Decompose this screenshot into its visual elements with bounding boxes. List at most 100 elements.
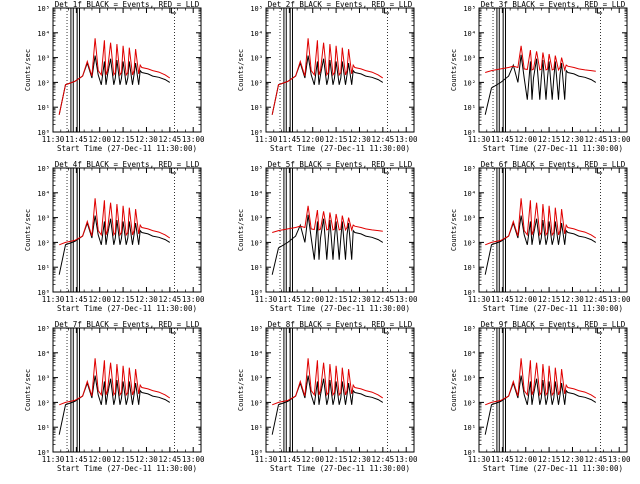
panel-title: Det 3f BLACK = Events, RED = LLD	[481, 0, 626, 9]
y-tick-label: 10³	[463, 55, 476, 63]
bracket-mark	[170, 8, 177, 14]
bracket-mark	[383, 8, 390, 14]
y-tick-label: 10²	[250, 239, 263, 247]
y-tick-label: 10⁰	[250, 449, 263, 457]
panel-title: Det 2f BLACK = Events, RED = LLD	[268, 0, 413, 9]
y-tick-label: 10¹	[37, 264, 50, 272]
y-axis-label: Counts/sec	[24, 49, 32, 91]
y-tick-label: 10³	[37, 215, 50, 223]
series-line-events	[484, 375, 597, 435]
series-line-lld	[271, 38, 384, 115]
x-tick-label: 11:45	[278, 295, 301, 304]
y-tick-label: 10¹	[37, 104, 50, 112]
y-tick-label: 10⁵	[463, 5, 476, 13]
x-tick-label: 12:30	[348, 135, 371, 144]
y-axis-label: Counts/sec	[450, 49, 458, 91]
y-tick-label: 10⁴	[463, 350, 476, 358]
bracket-mark	[170, 168, 177, 174]
x-tick-label: 11:30	[468, 295, 491, 304]
x-tick-label: 11:45	[491, 135, 514, 144]
x-tick-label: 13:00	[182, 295, 205, 304]
series-line-lld	[59, 358, 171, 406]
x-tick-label: 12:45	[159, 295, 182, 304]
y-tick-label: 10⁴	[37, 30, 50, 38]
y-tick-label: 10²	[250, 79, 263, 87]
y-axis-label: Counts/sec	[450, 369, 458, 411]
x-tick-label: 12:45	[585, 135, 608, 144]
x-tick-label: 11:30	[42, 295, 65, 304]
series-line-lld	[272, 205, 383, 233]
x-tick-label: 12:00	[301, 295, 324, 304]
y-tick-label: 10¹	[250, 264, 263, 272]
y-tick-label: 10³	[463, 375, 476, 383]
y-tick-label: 10²	[463, 239, 476, 247]
x-tick-label: 11:30	[42, 455, 65, 464]
plot-frame	[52, 7, 202, 133]
x-tick-label: 11:45	[65, 455, 88, 464]
x-tick-label: 12:00	[301, 455, 324, 464]
series-line-events	[484, 54, 597, 115]
x-tick-label: 12:30	[561, 295, 584, 304]
y-axis-label: Counts/sec	[24, 369, 32, 411]
panel-title: Det 8f BLACK = Events, RED = LLD	[268, 320, 413, 329]
y-tick-label: 10¹	[37, 424, 50, 432]
x-tick-label: 11:45	[278, 455, 301, 464]
x-tick-label: 12:00	[514, 295, 537, 304]
bracket-mark	[170, 328, 177, 334]
x-tick-label: 11:30	[255, 295, 278, 304]
x-tick-label: 11:30	[468, 135, 491, 144]
y-tick-label: 10⁵	[37, 5, 50, 13]
x-tick-label: 11:45	[65, 135, 88, 144]
x-tick-label: 12:00	[301, 135, 324, 144]
y-tick-label: 10⁵	[37, 325, 50, 333]
series-line-events	[58, 215, 171, 275]
x-tick-label: 12:30	[135, 135, 158, 144]
x-axis-label: Start Time (27-Dec-11 11:30:00)	[270, 304, 410, 313]
y-axis-label: Counts/sec	[450, 209, 458, 251]
x-tick-label: 12:45	[372, 295, 395, 304]
x-tick-label: 12:00	[514, 135, 537, 144]
y-tick-label: 10¹	[250, 424, 263, 432]
y-tick-label: 10⁵	[37, 165, 50, 173]
x-tick-label: 12:15	[325, 455, 348, 464]
x-tick-label: 12:15	[538, 135, 561, 144]
plot-frame	[52, 327, 202, 453]
y-tick-label: 10⁴	[37, 190, 50, 198]
y-tick-label: 10⁰	[463, 129, 476, 137]
panel-title: Det 7f BLACK = Events, RED = LLD	[55, 320, 200, 329]
x-tick-label: 12:30	[348, 295, 371, 304]
y-axis-label: Counts/sec	[237, 49, 245, 91]
x-tick-label: 12:45	[159, 455, 182, 464]
x-tick-label: 13:00	[608, 455, 631, 464]
y-tick-label: 10⁰	[37, 289, 50, 297]
y-tick-label: 10³	[250, 215, 263, 223]
x-tick-label: 12:30	[348, 455, 371, 464]
plot-frame	[52, 167, 202, 293]
x-tick-label: 12:30	[561, 455, 584, 464]
plot-frame	[478, 327, 628, 453]
x-tick-label: 12:30	[135, 455, 158, 464]
y-tick-label: 10³	[250, 375, 263, 383]
y-tick-label: 10³	[37, 375, 50, 383]
y-tick-label: 10²	[37, 239, 50, 247]
x-tick-label: 12:00	[88, 455, 111, 464]
bracket-mark	[596, 8, 603, 14]
panel-title: Det 1f BLACK = Events, RED = LLD	[55, 0, 200, 9]
x-tick-label: 12:45	[585, 295, 608, 304]
y-tick-label: 10²	[37, 399, 50, 407]
x-tick-label: 11:30	[255, 135, 278, 144]
x-tick-label: 13:00	[395, 295, 418, 304]
x-tick-label: 13:00	[182, 455, 205, 464]
x-axis-label: Start Time (27-Dec-11 11:30:00)	[57, 144, 197, 153]
series-line-lld	[485, 198, 597, 246]
y-tick-label: 10²	[463, 79, 476, 87]
series-line-events	[271, 214, 384, 275]
x-tick-label: 12:45	[159, 135, 182, 144]
series-line-lld	[59, 198, 171, 246]
y-tick-label: 10⁴	[250, 30, 263, 38]
